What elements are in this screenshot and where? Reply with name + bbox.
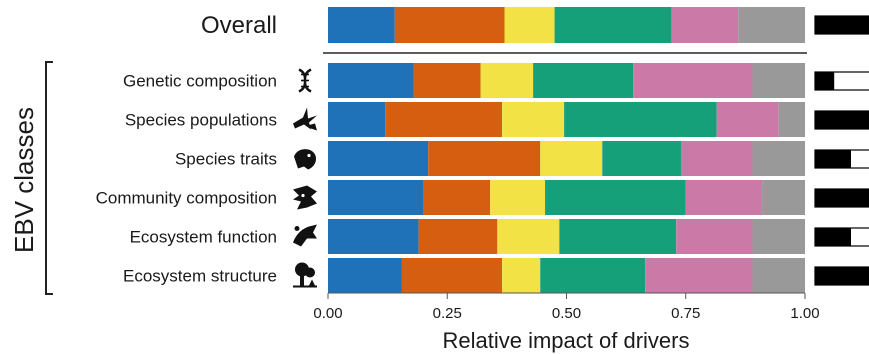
- x-tick-label-4: 0.75: [671, 305, 700, 322]
- dna-icon: [298, 68, 312, 93]
- row-1-segment-5: [633, 63, 753, 98]
- row-3-segment-3: [540, 141, 603, 176]
- row-5-segment-4: [559, 219, 677, 254]
- overall-segment-4: [554, 7, 672, 43]
- row-1-segment-3: [480, 63, 534, 98]
- row-5-segment-2: [418, 219, 498, 254]
- x-tick-label-3: 0.50: [552, 305, 581, 322]
- group-label: EBV classes: [9, 107, 39, 253]
- row-5-segment-5: [676, 219, 753, 254]
- row-1-segment-1: [328, 63, 414, 98]
- row-1-side-bar-fill: [815, 72, 835, 90]
- row-5-segment-6: [752, 219, 805, 254]
- row-6-side-bar-fill: [815, 267, 869, 285]
- row-2-segment-3: [502, 102, 565, 137]
- category-label-4: Community composition: [96, 189, 277, 208]
- row-5-segment-3: [497, 219, 560, 254]
- x-ticks: 0.00 0.25 0.50 0.75 1.00: [313, 293, 820, 322]
- row-4-side-bar-fill: [815, 189, 869, 207]
- overall-segment-5: [671, 7, 739, 43]
- bird-insect-icon: [293, 224, 317, 247]
- overall-segment-2: [394, 7, 505, 43]
- row-2-segment-6: [778, 102, 805, 137]
- row-2-segment-5: [716, 102, 779, 137]
- row-3-segment-4: [602, 141, 681, 176]
- row-3-side-bar-fill: [815, 150, 851, 168]
- x-axis-label: Relative impact of drivers: [443, 328, 690, 353]
- row-6-segment-6: [752, 258, 805, 293]
- row-1-segment-6: [752, 63, 805, 98]
- row-6-segment-2: [401, 258, 503, 293]
- row-4-segment-1: [328, 180, 424, 215]
- row-2-side-bar-fill: [815, 111, 869, 129]
- x-tick-label-1: 0.00: [313, 305, 342, 322]
- birds-icon: [293, 107, 317, 131]
- category-label-5: Ecosystem function: [130, 228, 277, 247]
- row-6-segment-4: [540, 258, 646, 293]
- group-bracket: [45, 61, 53, 295]
- row-icons: [293, 68, 317, 288]
- row-2-segment-2: [385, 102, 503, 137]
- row-2-segment-1: [328, 102, 386, 137]
- overall-segment-6: [738, 7, 805, 43]
- overall-label: Overall: [201, 12, 277, 39]
- row-1-segment-2: [413, 63, 481, 98]
- side-bars: [814, 15, 869, 286]
- bird-head-icon: [294, 149, 317, 170]
- category-label-1: Genetic composition: [123, 72, 277, 91]
- row-4-segment-5: [685, 180, 763, 215]
- row-1-segment-4: [533, 63, 634, 98]
- row-6-segment-5: [645, 258, 753, 293]
- row-3-segment-2: [428, 141, 541, 176]
- row-5-segment-1: [328, 219, 419, 254]
- tree-icon: [293, 262, 317, 288]
- overall-segment-3: [504, 7, 555, 43]
- row-6-segment-1: [328, 258, 402, 293]
- row-5-side-bar-fill: [815, 228, 851, 246]
- row-3-segment-1: [328, 141, 429, 176]
- category-label-3: Species traits: [175, 150, 277, 169]
- row-4-segment-3: [490, 180, 546, 215]
- overall-segment-1: [328, 7, 395, 43]
- category-label-6: Ecosystem structure: [123, 267, 277, 286]
- row-3-segment-5: [680, 141, 753, 176]
- row-2-segment-4: [564, 102, 717, 137]
- row-6-segment-3: [502, 258, 541, 293]
- x-tick-label-5: 1.00: [790, 305, 819, 322]
- bars-layer: [328, 7, 805, 293]
- category-label-2: Species populations: [125, 111, 277, 130]
- row-4-segment-4: [545, 180, 686, 215]
- row-labels: Genetic composition Species populations Sp…: [96, 72, 277, 286]
- fish-bird-icon: [293, 185, 317, 210]
- row-3-segment-6: [752, 141, 805, 176]
- overall-side-bar-fill: [815, 16, 869, 34]
- row-4-segment-2: [423, 180, 491, 215]
- x-tick-label-2: 0.25: [433, 305, 462, 322]
- row-4-segment-6: [762, 180, 805, 215]
